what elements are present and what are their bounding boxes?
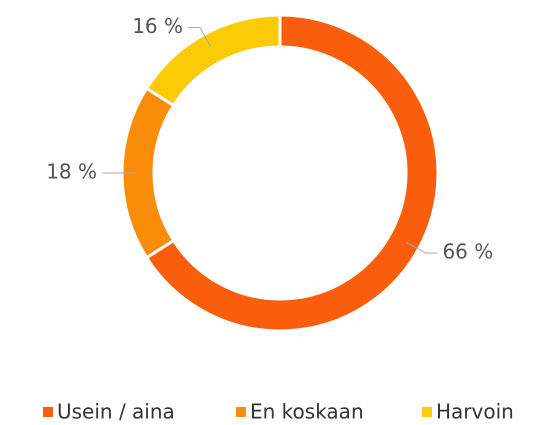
data-label: 18 % xyxy=(46,160,97,184)
legend-swatch xyxy=(422,407,432,417)
legend-swatch xyxy=(236,407,246,417)
donut-slice xyxy=(144,13,282,108)
data-label: 66 % xyxy=(442,239,493,263)
legend-label: Usein / aina xyxy=(57,400,175,424)
leader-line xyxy=(405,241,438,254)
legend-swatch xyxy=(43,407,53,417)
legend-label: Harvoin xyxy=(436,400,514,424)
legend-label: En koskaan xyxy=(250,400,364,424)
data-label: 16 % xyxy=(132,14,183,38)
donut-slice xyxy=(144,13,440,333)
leader-line xyxy=(188,27,212,48)
